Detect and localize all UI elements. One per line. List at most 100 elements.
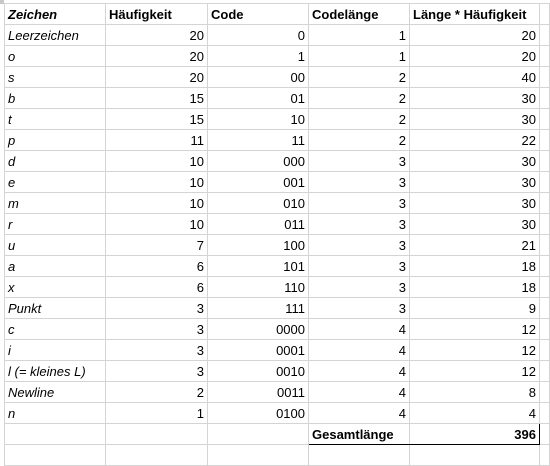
cell-haeufigkeit[interactable]: 10 — [106, 172, 208, 193]
total-label-cell[interactable]: Gesamtlänge — [309, 424, 410, 445]
cell-code[interactable]: 110 — [208, 277, 309, 298]
header-cell-zeichen[interactable]: Zeichen — [5, 4, 106, 25]
cell-code[interactable]: 100 — [208, 235, 309, 256]
cell-produkt[interactable]: 4 — [410, 403, 540, 424]
cell-codelaenge[interactable]: 3 — [309, 151, 410, 172]
cell-produkt[interactable]: 30 — [410, 109, 540, 130]
cell-codelaenge[interactable]: 4 — [309, 319, 410, 340]
empty-cell[interactable] — [540, 214, 550, 235]
cell-code[interactable]: 011 — [208, 214, 309, 235]
cell-zeichen[interactable]: u — [5, 235, 106, 256]
empty-cell[interactable] — [540, 445, 550, 466]
cell-code[interactable]: 00 — [208, 67, 309, 88]
empty-cell[interactable] — [540, 67, 550, 88]
empty-cell[interactable] — [540, 361, 550, 382]
cell-haeufigkeit[interactable]: 1 — [106, 403, 208, 424]
empty-cell[interactable] — [540, 319, 550, 340]
cell-zeichen[interactable]: l (= kleines L) — [5, 361, 106, 382]
cell-zeichen[interactable]: o — [5, 46, 106, 67]
cell-code[interactable]: 10 — [208, 109, 309, 130]
empty-cell[interactable] — [208, 445, 309, 466]
cell-produkt[interactable]: 12 — [410, 340, 540, 361]
header-cell-haeufigkeit[interactable]: Häufigkeit — [106, 4, 208, 25]
cell-zeichen[interactable]: r — [5, 214, 106, 235]
cell-code[interactable]: 01 — [208, 88, 309, 109]
cell-codelaenge[interactable]: 3 — [309, 235, 410, 256]
cell-zeichen[interactable]: Punkt — [5, 298, 106, 319]
empty-cell[interactable] — [410, 445, 540, 466]
cell-haeufigkeit[interactable]: 15 — [106, 88, 208, 109]
empty-cell[interactable] — [540, 88, 550, 109]
cell-haeufigkeit[interactable]: 6 — [106, 256, 208, 277]
cell-codelaenge[interactable]: 2 — [309, 88, 410, 109]
cell-code[interactable]: 010 — [208, 193, 309, 214]
empty-cell[interactable] — [106, 445, 208, 466]
cell-haeufigkeit[interactable]: 15 — [106, 109, 208, 130]
cell-haeufigkeit[interactable]: 3 — [106, 340, 208, 361]
cell-codelaenge[interactable]: 2 — [309, 130, 410, 151]
cell-haeufigkeit[interactable]: 3 — [106, 319, 208, 340]
empty-cell[interactable] — [540, 4, 550, 25]
cell-haeufigkeit[interactable]: 2 — [106, 382, 208, 403]
cell-haeufigkeit[interactable]: 20 — [106, 46, 208, 67]
cell-zeichen[interactable]: e — [5, 172, 106, 193]
cell-haeufigkeit[interactable]: 7 — [106, 235, 208, 256]
cell-code[interactable]: 0001 — [208, 340, 309, 361]
empty-cell[interactable] — [540, 130, 550, 151]
cell-code[interactable]: 0011 — [208, 382, 309, 403]
cell-produkt[interactable]: 12 — [410, 361, 540, 382]
cell-codelaenge[interactable]: 4 — [309, 361, 410, 382]
cell-produkt[interactable]: 30 — [410, 151, 540, 172]
cell-code[interactable]: 111 — [208, 298, 309, 319]
cell-zeichen[interactable]: x — [5, 277, 106, 298]
cell-codelaenge[interactable]: 3 — [309, 214, 410, 235]
cell-codelaenge[interactable]: 3 — [309, 298, 410, 319]
empty-cell[interactable] — [540, 277, 550, 298]
empty-cell[interactable] — [540, 298, 550, 319]
cell-code[interactable]: 1 — [208, 46, 309, 67]
empty-cell[interactable] — [540, 25, 550, 46]
empty-cell[interactable] — [540, 172, 550, 193]
cell-zeichen[interactable]: s — [5, 67, 106, 88]
cell-produkt[interactable]: 18 — [410, 277, 540, 298]
cell-produkt[interactable]: 30 — [410, 88, 540, 109]
cell-produkt[interactable]: 20 — [410, 46, 540, 67]
cell-code[interactable]: 000 — [208, 151, 309, 172]
empty-cell[interactable] — [540, 424, 550, 445]
cell-zeichen[interactable]: a — [5, 256, 106, 277]
empty-cell[interactable] — [106, 424, 208, 445]
cell-codelaenge[interactable]: 3 — [309, 193, 410, 214]
cell-haeufigkeit[interactable]: 10 — [106, 214, 208, 235]
cell-codelaenge[interactable]: 3 — [309, 256, 410, 277]
cell-haeufigkeit[interactable]: 3 — [106, 361, 208, 382]
cell-produkt[interactable]: 21 — [410, 235, 540, 256]
empty-cell[interactable] — [540, 256, 550, 277]
cell-codelaenge[interactable]: 4 — [309, 382, 410, 403]
cell-code[interactable]: 11 — [208, 130, 309, 151]
cell-zeichen[interactable]: c — [5, 319, 106, 340]
empty-cell[interactable] — [540, 151, 550, 172]
cell-zeichen[interactable]: Newline — [5, 382, 106, 403]
cell-produkt[interactable]: 8 — [410, 382, 540, 403]
cell-codelaenge[interactable]: 4 — [309, 403, 410, 424]
empty-cell[interactable] — [540, 235, 550, 256]
cell-produkt[interactable]: 40 — [410, 67, 540, 88]
empty-cell[interactable] — [208, 424, 309, 445]
cell-codelaenge[interactable]: 1 — [309, 46, 410, 67]
cell-haeufigkeit[interactable]: 3 — [106, 298, 208, 319]
empty-cell[interactable] — [540, 109, 550, 130]
cell-haeufigkeit[interactable]: 6 — [106, 277, 208, 298]
empty-cell[interactable] — [540, 46, 550, 67]
cell-haeufigkeit[interactable]: 11 — [106, 130, 208, 151]
cell-zeichen[interactable]: d — [5, 151, 106, 172]
cell-code[interactable]: 0000 — [208, 319, 309, 340]
cell-codelaenge[interactable]: 1 — [309, 25, 410, 46]
cell-produkt[interactable]: 30 — [410, 172, 540, 193]
cell-zeichen[interactable]: t — [5, 109, 106, 130]
header-cell-codelaenge[interactable]: Codelänge — [309, 4, 410, 25]
empty-cell[interactable] — [309, 445, 410, 466]
cell-code[interactable]: 101 — [208, 256, 309, 277]
cell-haeufigkeit[interactable]: 20 — [106, 67, 208, 88]
cell-code[interactable]: 0100 — [208, 403, 309, 424]
cell-zeichen[interactable]: Leerzeichen — [5, 25, 106, 46]
